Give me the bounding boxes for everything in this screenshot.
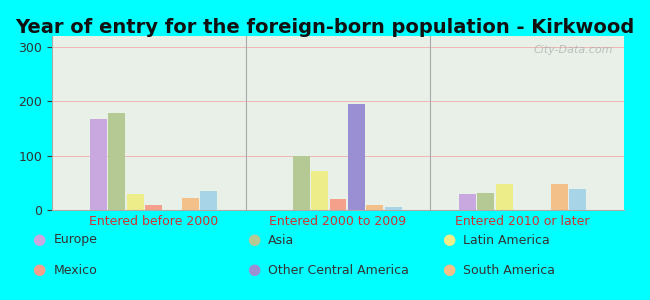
Bar [108, 113, 125, 210]
Bar [569, 189, 586, 210]
Text: ●: ● [247, 232, 260, 247]
Text: ●: ● [32, 262, 46, 278]
Text: ●: ● [32, 232, 46, 247]
Bar [477, 193, 494, 210]
Bar [200, 191, 217, 210]
Text: ●: ● [247, 262, 260, 278]
Text: Other Central America: Other Central America [268, 263, 409, 277]
Bar [182, 198, 199, 210]
Bar [348, 104, 365, 210]
Bar [292, 156, 309, 210]
Bar [551, 184, 568, 210]
Text: South America: South America [463, 263, 555, 277]
Bar [367, 205, 384, 210]
Bar [311, 171, 328, 210]
Bar [330, 199, 346, 210]
Text: ●: ● [442, 232, 455, 247]
Bar [495, 184, 513, 210]
Text: City-Data.com: City-Data.com [533, 45, 612, 55]
Text: ●: ● [442, 262, 455, 278]
Text: Mexico: Mexico [53, 263, 97, 277]
Bar [90, 119, 107, 210]
Text: Year of entry for the foreign-born population - Kirkwood: Year of entry for the foreign-born popul… [16, 18, 634, 37]
Bar [385, 207, 402, 210]
Text: Latin America: Latin America [463, 233, 549, 247]
Text: Asia: Asia [268, 233, 294, 247]
Text: Europe: Europe [53, 233, 98, 247]
Bar [127, 194, 144, 210]
Bar [145, 205, 162, 210]
Bar [459, 194, 476, 210]
